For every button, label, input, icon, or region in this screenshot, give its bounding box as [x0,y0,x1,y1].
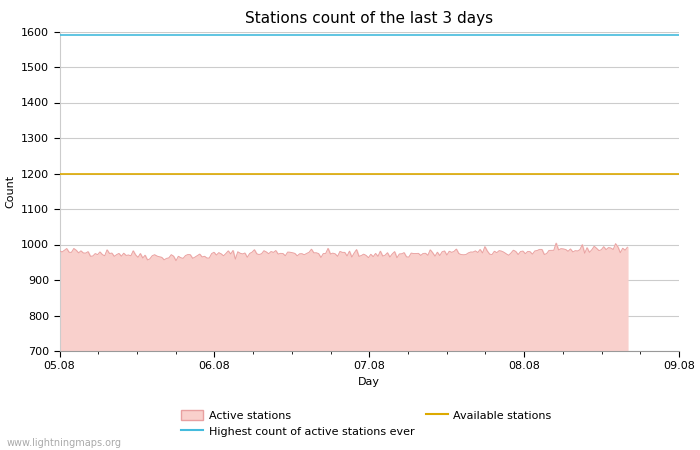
Legend: Active stations, Highest count of active stations ever, Available stations: Active stations, Highest count of active… [176,405,556,441]
Y-axis label: Count: Count [6,175,15,208]
X-axis label: Day: Day [358,377,380,387]
Title: Stations count of the last 3 days: Stations count of the last 3 days [245,11,494,26]
Text: www.lightningmaps.org: www.lightningmaps.org [7,438,122,448]
